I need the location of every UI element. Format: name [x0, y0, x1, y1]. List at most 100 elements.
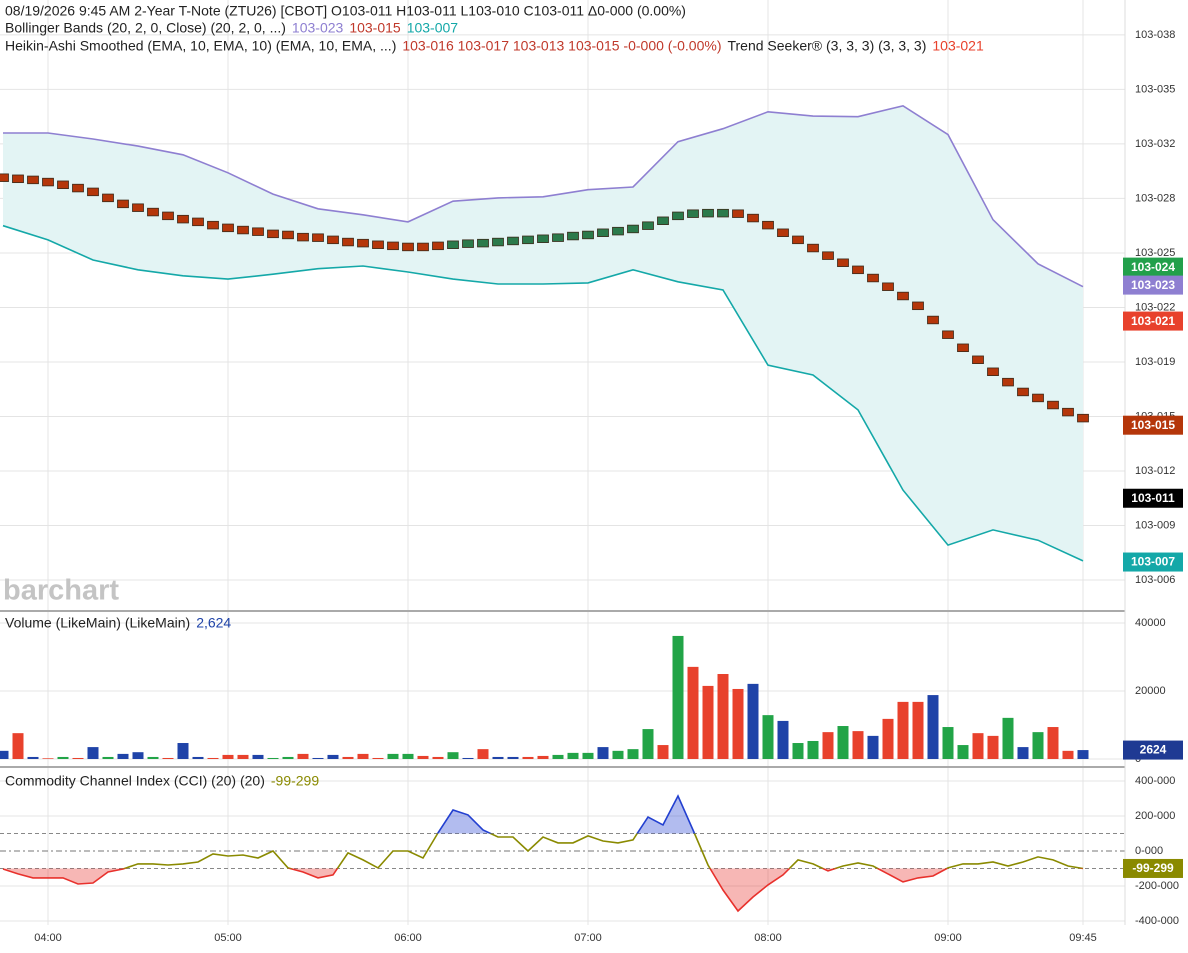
value-tag-label: 103-015 [1131, 418, 1175, 432]
ha-candle [807, 243, 819, 253]
value-tag [1123, 415, 1183, 435]
ha-candle [687, 209, 699, 218]
x-tick-label: 09:00 [934, 932, 962, 944]
ha-candle [972, 355, 984, 365]
value-tag [1123, 311, 1183, 331]
volume-bar [612, 750, 624, 759]
ha-candle [822, 251, 834, 260]
volume-bar [642, 729, 654, 759]
cci-line [2, 794, 1084, 913]
ha-candle [657, 216, 669, 225]
volume-bar [72, 757, 84, 759]
volume-bar [1032, 732, 1044, 759]
band-fill [3, 105, 1083, 561]
volume-bar [267, 757, 279, 759]
volume-bar [222, 754, 234, 759]
ha-candle [867, 273, 879, 283]
ha-candle [297, 232, 309, 242]
volume-bar [357, 753, 369, 759]
volume-bar [477, 749, 489, 759]
ha-candle [762, 220, 774, 230]
volume-bar [282, 756, 294, 759]
ha-candle [12, 174, 24, 184]
volume-bar [207, 757, 219, 759]
volume-bar [762, 715, 774, 759]
ha-candle [177, 214, 189, 224]
value-tag-label: 2624 [1140, 743, 1167, 757]
ha-candle [1002, 377, 1014, 387]
y-tick-label: 20000 [1135, 685, 1166, 697]
ha-candle [162, 211, 174, 221]
ha-candle [1032, 393, 1044, 403]
volume-bar [87, 747, 99, 759]
volume-bar [312, 757, 324, 759]
volume-bar [837, 726, 849, 759]
ha-candle [27, 175, 39, 185]
value-tag-label: 103-024 [1131, 260, 1175, 274]
volume-bar [852, 731, 864, 759]
volume-bar [117, 753, 129, 759]
volume-bar [957, 745, 969, 759]
ha-candle [942, 330, 954, 339]
y-tick-label: 103-022 [1135, 301, 1175, 313]
volume-bar [867, 735, 879, 759]
ha-candle [522, 235, 534, 245]
ha-candle [57, 180, 69, 190]
legend-text: 103-023 [292, 20, 344, 36]
y-tick-label: 103-028 [1135, 192, 1175, 204]
ha-candle [132, 203, 144, 212]
ha-candle [432, 241, 444, 251]
value-tag-label: 103-007 [1131, 555, 1175, 569]
volume-bar [162, 757, 174, 759]
watermark: barchart [3, 575, 119, 607]
x-tick-label: 04:00 [34, 932, 62, 944]
ha-candle [702, 208, 714, 218]
y-tick-label: 103-009 [1135, 519, 1175, 531]
y-tick-label: 103-032 [1135, 138, 1175, 150]
volume-bar [237, 754, 249, 759]
legend-text: 08/19/2026 9:45 AM 2-Year T-Note (ZTU26)… [5, 3, 686, 19]
ha-candle [387, 241, 399, 251]
ha-candle [327, 235, 339, 245]
ha-candle [72, 183, 84, 193]
panel-title: -99-299 [271, 773, 319, 789]
ha-candle [1047, 400, 1059, 410]
volume-bar [507, 756, 519, 759]
volume-bar [537, 755, 549, 759]
value-tag [1123, 858, 1183, 878]
volume-bar [582, 752, 594, 759]
volume-bar [492, 756, 504, 759]
ha-candle [267, 229, 279, 239]
volume-bar [147, 756, 159, 759]
volume-bar [57, 756, 69, 759]
ha-candle [222, 223, 234, 233]
volume-bar [12, 733, 24, 759]
panel-title: Volume (LikeMain) (LikeMain) [5, 615, 190, 631]
legend-text: Bollinger Bands (20, 2, 0, Close) (20, 2… [5, 20, 286, 36]
panel-title: Commodity Channel Index (CCI) (20) (20) [5, 773, 265, 789]
ha-candle [507, 236, 519, 246]
volume-bar [822, 732, 834, 759]
ha-candle [732, 209, 744, 218]
ha-candle [627, 224, 639, 234]
band-lower [2, 224, 1084, 562]
ha-candle [0, 173, 9, 182]
volume-bar [1002, 717, 1014, 759]
ha-candle [852, 265, 864, 275]
volume-bar [102, 756, 114, 759]
value-tag-label: 103-023 [1131, 278, 1175, 292]
volume-bar [417, 755, 429, 759]
ha-candle [792, 235, 804, 245]
y-tick-label: 40000 [1135, 617, 1166, 629]
value-tag [1123, 740, 1183, 760]
ha-candle [342, 237, 354, 247]
ha-candle [1017, 387, 1029, 397]
volume-bar [522, 756, 534, 759]
volume-bar [807, 740, 819, 759]
y-tick-label: 103-038 [1135, 29, 1175, 41]
volume-bar [42, 758, 54, 759]
y-tick-label: 103-019 [1135, 356, 1175, 368]
ha-candle [642, 221, 654, 230]
volume-bar [627, 749, 639, 759]
volume-bar [252, 754, 264, 759]
